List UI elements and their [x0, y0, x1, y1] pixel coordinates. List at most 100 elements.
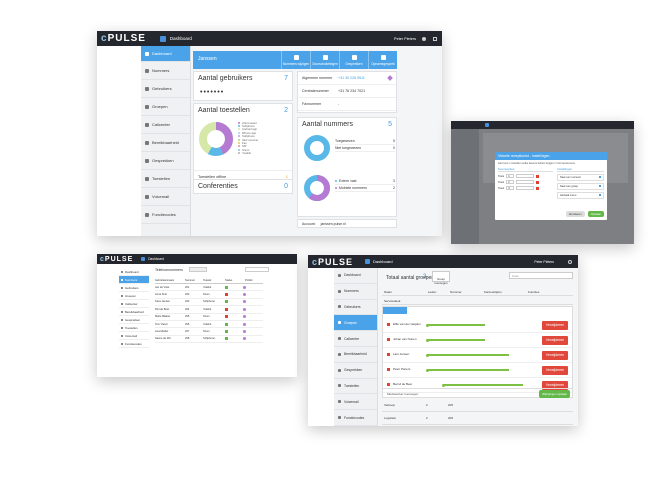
sidebar-item-groepen[interactable]: Groepen: [141, 98, 190, 116]
sidebar-item-bereikbaarheid[interactable]: Bereikbaarheid: [334, 347, 377, 363]
table-row[interactable]: Marie Bakker 205 Snom: [155, 314, 263, 321]
sidebar-item-gesprekken[interactable]: Gesprekken: [141, 152, 190, 170]
save-button[interactable]: Opslaan: [587, 211, 604, 217]
remove-member-icon[interactable]: [387, 383, 390, 386]
sidebar-item-voicemail[interactable]: Voicemail: [141, 188, 190, 206]
remove-button[interactable]: Verwijderen: [542, 366, 568, 375]
cancel-button[interactable]: Annuleren: [565, 211, 585, 217]
schedule-bar[interactable]: [427, 324, 485, 326]
lb-sidebar-item[interactable]: Dashboard: [119, 268, 149, 276]
search-field[interactable]: [245, 267, 269, 272]
remove-icon[interactable]: [536, 180, 540, 184]
header-button-2[interactable]: Gesprekken: [339, 51, 368, 69]
schedule-handle[interactable]: [442, 383, 445, 387]
column-header[interactable]: Naam: [384, 289, 393, 294]
sidebar-item-toestellen[interactable]: Toestellen: [141, 170, 190, 188]
keuze-select[interactable]: [516, 180, 535, 184]
remove-member-icon[interactable]: [387, 353, 390, 356]
sidebar-item-nummers[interactable]: Nummers: [141, 62, 190, 80]
header-button-1[interactable]: Doorschakelingen: [310, 51, 339, 69]
settings-icon[interactable]: [568, 259, 572, 264]
lb-sidebar-item[interactable]: Functiecodes: [119, 340, 149, 348]
add-member-link[interactable]: Medewerker toevoegen: [387, 392, 419, 396]
remove-member-icon[interactable]: [387, 323, 390, 326]
lb-sidebar-item[interactable]: Gesprekken: [119, 316, 149, 324]
table-row[interactable]: Tom Visser 206 Yealink: [155, 321, 263, 329]
keuze-select[interactable]: [516, 174, 535, 178]
menu-grid-icon[interactable]: [433, 36, 437, 41]
sidebar-item-functiecodes[interactable]: Functiecodes: [334, 410, 377, 426]
add-group-button[interactable]: Groep toevoegen: [432, 271, 450, 285]
remove-button[interactable]: Verwijderen: [542, 381, 568, 390]
sidebar-item-callcenter[interactable]: Callcenter: [334, 331, 377, 347]
remove-button[interactable]: Verwijderen: [542, 351, 568, 360]
search-field[interactable]: Zoek: [509, 272, 573, 279]
instelling-item[interactable]: Naar een nummer: [557, 174, 604, 181]
schedule-handle[interactable]: [426, 353, 429, 357]
schedule-bar[interactable]: [427, 354, 509, 356]
menu-icon[interactable]: [141, 257, 146, 261]
instelling-item[interactable]: Naar een groep: [557, 183, 604, 190]
keuze-input[interactable]: 2: [506, 180, 515, 184]
sidebar-item-nummers[interactable]: Nummers: [334, 284, 377, 300]
sidebar-item-callcenter[interactable]: Callcenter: [141, 116, 190, 134]
user-name[interactable]: Peter Pieters: [394, 36, 416, 41]
group-row[interactable]: Verkoop 2 205: [382, 399, 573, 412]
menu-icon[interactable]: [365, 259, 371, 264]
remove-button[interactable]: Verwijderen: [542, 336, 568, 345]
sidebar-item-groepen[interactable]: Groepen: [334, 315, 377, 332]
column-header[interactable]: Leden: [428, 289, 437, 294]
schedule-bar[interactable]: [427, 369, 509, 371]
remove-icon[interactable]: [536, 186, 540, 190]
save-changes-button[interactable]: Wijzigingen opslaan: [539, 390, 570, 398]
sidebar-item-bereikbaarheid[interactable]: Bereikbaarheid: [141, 134, 190, 152]
table-row[interactable]: Sanne de Wit 208 Softphone: [155, 336, 263, 344]
remove-member-icon[interactable]: [387, 338, 390, 341]
table-row[interactable]: Anna Smit 202 Snom: [155, 291, 263, 299]
column-header[interactable]: Nummer: [450, 289, 462, 294]
timeline-tab[interactable]: [383, 307, 407, 314]
sidebar-item-dashboard[interactable]: Dashboard: [334, 268, 377, 284]
schedule-handle[interactable]: [426, 368, 429, 372]
sidebar-item-dashboard[interactable]: Dashboard: [141, 46, 190, 62]
user-icon[interactable]: [422, 36, 426, 41]
keuze-input[interactable]: 3: [506, 186, 515, 190]
keuze-select[interactable]: [516, 186, 535, 190]
group-row[interactable]: Logistiek 2 206: [382, 412, 573, 425]
lb-sidebar-item[interactable]: Bereikbaarheid: [119, 308, 149, 316]
sidebar-item-gebruikers[interactable]: Gebruikers: [334, 300, 377, 316]
table-row[interactable]: Jan de Vries 201 Yealink: [155, 284, 263, 292]
column-header[interactable]: Functies: [528, 289, 540, 294]
sidebar-item-toestellen[interactable]: Toestellen: [334, 379, 377, 395]
table-row[interactable]: Kees Jansen 203 Softphone: [155, 299, 263, 307]
instelling-item[interactable]: Herhaal menu: [557, 192, 604, 199]
schedule-handle[interactable]: [426, 323, 429, 327]
schedule-bar[interactable]: [427, 339, 485, 341]
remove-button[interactable]: Verwijderen: [542, 321, 568, 330]
column-header[interactable]: Kantoortijden: [484, 289, 502, 294]
lb-sidebar-item[interactable]: Toestellen: [119, 324, 149, 332]
table-row[interactable]: Lisa Mulder 207 Snom: [155, 328, 263, 336]
keuze-input[interactable]: 1: [506, 174, 515, 178]
header-button-0[interactable]: Nummers wijzigen: [281, 51, 310, 69]
lb-sidebar-item[interactable]: Nummers: [119, 276, 149, 284]
lb-sidebar-item[interactable]: Groepen: [119, 292, 149, 300]
user-name[interactable]: Peter Pieters: [534, 259, 554, 264]
lb-sidebar-item[interactable]: Voicemail: [119, 332, 149, 340]
group-row-servicedesk[interactable]: Servicedesk: [382, 297, 573, 305]
menu-icon[interactable]: [485, 123, 489, 127]
menu-icon[interactable]: [159, 35, 166, 42]
table-row[interactable]: Piet de Boer 204 Yealink: [155, 306, 263, 314]
remove-icon[interactable]: [536, 174, 540, 178]
lb-sidebar-item[interactable]: Callcenter: [119, 300, 149, 308]
schedule-bar[interactable]: [443, 384, 523, 386]
remove-member-icon[interactable]: [387, 368, 390, 371]
header-button-3[interactable]: Opnamegesprek: [368, 51, 397, 69]
sidebar-item-voicemail[interactable]: Voicemail: [334, 394, 377, 411]
sidebar-item-functiecodes[interactable]: Functiecodes: [141, 206, 190, 224]
schedule-handle[interactable]: [426, 338, 429, 342]
sidebar-item-gebruikers[interactable]: Gebruikers: [141, 80, 190, 98]
lb-sidebar-item[interactable]: Gebruikers: [119, 284, 149, 292]
sidebar-item-gesprekken[interactable]: Gesprekken: [334, 363, 377, 379]
header-menu-button[interactable]: [397, 51, 398, 69]
